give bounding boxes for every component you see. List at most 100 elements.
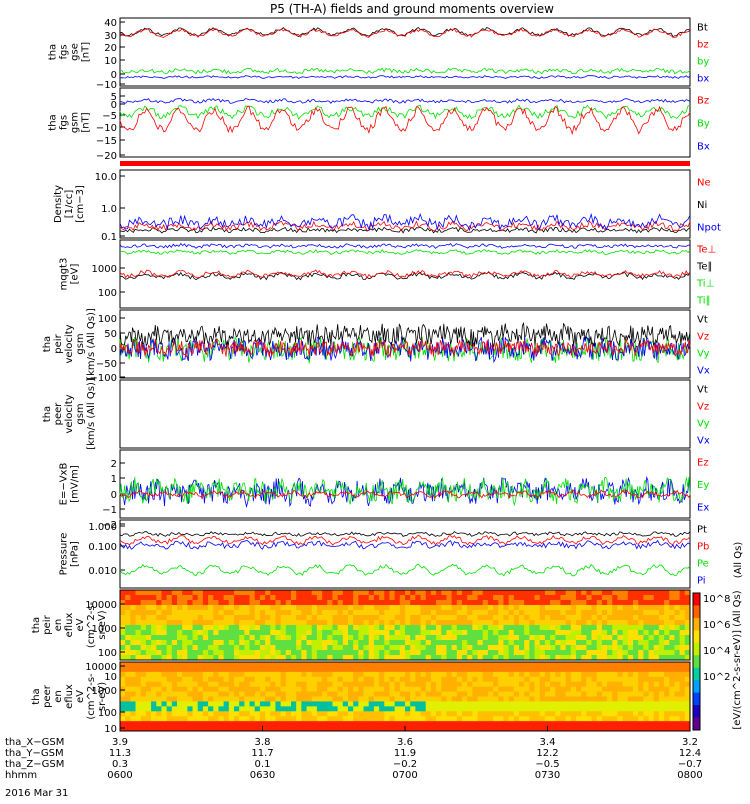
spectrogram-cell: [627, 716, 634, 722]
spectrogram-cell: [565, 615, 572, 621]
spectrogram-cell: [425, 691, 432, 697]
spectrogram-cell: [519, 662, 525, 668]
spectrogram-cell: [379, 721, 385, 727]
spectrogram-cell: [394, 645, 401, 651]
legend-entry: Pb: [697, 542, 709, 553]
spectrogram-cell: [145, 605, 152, 611]
spectrogram-cell: [394, 671, 401, 678]
spectrogram-cell: [596, 630, 603, 636]
spectrogram-cell: [451, 590, 458, 596]
x-tick-label: 11.7: [251, 748, 273, 759]
spectrogram-cell: [498, 696, 504, 702]
spectrogram-cell: [586, 701, 593, 707]
x-tick-label: 0600: [107, 770, 132, 781]
spectrogram-cell: [596, 625, 603, 631]
spectrogram-cell: [508, 726, 515, 732]
spectrogram-cell: [265, 655, 271, 661]
spectrogram-cell: [244, 650, 251, 656]
spectrogram-cell: [638, 662, 644, 668]
spectrogram-cell: [581, 716, 587, 722]
spectrogram-cell: [270, 655, 276, 661]
spectrogram-cell: [503, 615, 510, 621]
legend-entry: By: [697, 119, 710, 130]
spectrogram-cell: [259, 691, 266, 697]
spectrogram-cell: [213, 686, 219, 693]
spectrogram-cell: [182, 620, 188, 626]
spectrogram-cell: [156, 610, 162, 616]
spectrogram-cell: [679, 620, 686, 626]
spectrogram-cell: [534, 645, 541, 651]
spectrogram-cell: [658, 701, 665, 707]
spectrogram-cell: [322, 650, 328, 656]
spectrogram-cell: [337, 686, 344, 693]
spectrogram-cell: [622, 635, 629, 641]
spectrogram-cell: [228, 600, 235, 606]
spectrogram-cell: [472, 610, 479, 616]
spectrogram-cell: [125, 711, 131, 717]
spectrogram-cell: [384, 655, 390, 661]
spectrogram-cell: [254, 726, 261, 732]
spectrogram-cell: [565, 691, 572, 697]
spectrogram-cell: [415, 666, 422, 673]
spectrogram-cell: [524, 686, 530, 693]
spectrogram-cell: [420, 640, 427, 646]
spectrogram-cell: [617, 696, 624, 702]
spectrogram-cell: [208, 671, 214, 678]
spectrogram-cell: [120, 681, 126, 688]
spectrogram-cell: [591, 662, 598, 668]
spectrogram-cell: [467, 650, 473, 656]
spectrogram-cell: [322, 620, 328, 626]
y-axis-label: [mV/m]: [70, 465, 81, 503]
spectrogram-cell: [285, 691, 292, 697]
spectrogram-cell: [311, 630, 318, 636]
spectrogram-cell: [363, 721, 370, 727]
spectrogram-cell: [197, 610, 204, 616]
spectrogram-cell: [519, 721, 525, 727]
spectrogram-cell: [622, 600, 629, 606]
spectrogram-cell: [550, 655, 556, 661]
spectrogram-cell: [259, 681, 266, 688]
spectrogram-cell: [301, 605, 308, 611]
spectrogram-cell: [436, 625, 442, 631]
spectrogram-cell: [301, 726, 308, 732]
spectrogram-cell: [244, 671, 251, 678]
spectrogram-cell: [316, 625, 323, 631]
spectrogram-cell: [643, 645, 650, 651]
spectrogram-cell: [275, 691, 282, 697]
spectrogram-cell: [337, 676, 344, 683]
spectrogram-cell: [373, 615, 380, 621]
spectrogram-cell: [405, 666, 411, 673]
spectrogram-cell: [586, 600, 593, 606]
legend-entry: Ex: [697, 503, 709, 514]
series-line: [119, 539, 691, 550]
spectrogram-cell: [234, 605, 240, 611]
spectrogram-cell: [280, 645, 287, 651]
spectrogram-cell: [249, 716, 256, 722]
spectrogram-cell: [254, 686, 261, 693]
spectrogram-cell: [570, 716, 577, 722]
series-line: [119, 28, 691, 38]
spectrogram-cell: [218, 590, 225, 596]
spectrogram-cell: [145, 645, 152, 651]
spectrogram-cell: [171, 595, 178, 601]
spectrogram-cell: [202, 676, 209, 683]
y-axis-label: peir: [42, 614, 53, 634]
spectrogram-cell: [363, 686, 370, 693]
spectrogram-cell: [285, 595, 292, 601]
spectrogram-cell: [674, 696, 681, 702]
spectrogram-cell: [213, 671, 219, 678]
spectrogram-cell: [555, 655, 561, 661]
spectrogram-cell: [166, 640, 173, 646]
spectrogram-cell: [384, 635, 390, 641]
spectrogram-cell: [389, 681, 396, 688]
spectrogram-cell: [182, 701, 188, 707]
spectrogram-cell: [544, 625, 551, 631]
spectrogram-cell: [342, 610, 349, 616]
series-line: [119, 335, 691, 364]
spectrogram-cell: [322, 701, 328, 707]
spectrogram-cell: [135, 662, 142, 668]
spectrogram-cell: [679, 600, 686, 606]
spectrogram-cell: [399, 645, 406, 651]
y-axis-label: Density: [53, 185, 64, 223]
spectrogram-cell: [617, 635, 624, 641]
